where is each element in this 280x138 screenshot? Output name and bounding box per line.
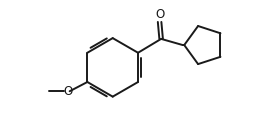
Text: O: O bbox=[64, 85, 73, 98]
Text: O: O bbox=[155, 8, 164, 21]
